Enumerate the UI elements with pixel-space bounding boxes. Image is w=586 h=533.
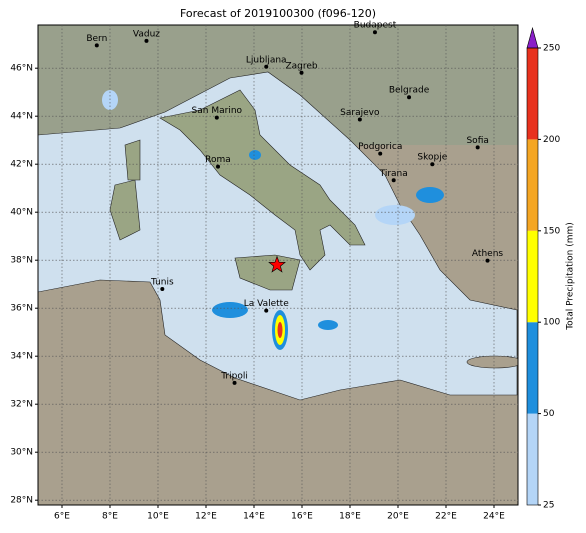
lon-tick-label: 14°E	[243, 512, 265, 522]
city-label: Zagreb	[285, 61, 317, 71]
city-dot	[264, 64, 269, 69]
city-dot	[160, 287, 165, 291]
city-label: Roma	[205, 155, 231, 165]
city-dot	[475, 145, 480, 150]
lat-tick-label: 38°N	[10, 256, 33, 266]
city-label: Skopje	[417, 153, 447, 163]
location-star	[268, 255, 286, 273]
city-dot	[232, 380, 237, 385]
city-label: Tripoli	[220, 371, 248, 381]
city-dot	[357, 117, 362, 122]
colorbar-tick-label: 150	[543, 226, 560, 236]
lon-tick-label: 18°E	[339, 512, 361, 522]
city-label: Sofia	[466, 136, 488, 146]
city-dot	[216, 164, 220, 169]
colorbar-extend	[526, 26, 539, 49]
lat-tick-label: 42°N	[10, 160, 33, 170]
lat-tick-label: 46°N	[10, 64, 33, 74]
city-label: Ljubljana	[246, 55, 287, 65]
lon-tick-label: 20°E	[387, 512, 409, 522]
city-dot	[94, 43, 99, 48]
city-label: Budapest	[354, 21, 397, 31]
city-label: Tirana	[379, 169, 408, 179]
colorbar-segment	[527, 139, 538, 231]
city-dot	[430, 162, 435, 167]
colorbar-segment	[527, 230, 538, 323]
city-dot	[391, 178, 396, 183]
map-frame	[37, 24, 519, 506]
colorbar-tick-label: 250	[543, 44, 560, 54]
lat-tick-label: 44°N	[10, 112, 33, 122]
lon-tick-label: 6°E	[54, 512, 70, 522]
city-label: Bern	[86, 34, 107, 44]
city-dot	[407, 95, 412, 100]
lon-tick-label: 12°E	[195, 512, 217, 522]
city-dot	[264, 308, 269, 313]
city-label: La Valette	[244, 299, 289, 309]
city-dot	[214, 115, 219, 120]
lon-tick-label: 22°E	[435, 512, 457, 522]
city-label: Belgrade	[389, 86, 430, 96]
colorbar-segment	[527, 413, 538, 505]
colorbar-tick-label: 50	[543, 409, 555, 419]
city-label: Tunis	[150, 278, 174, 288]
city-dot	[378, 151, 383, 156]
lat-tick-label: 36°N	[10, 304, 33, 314]
city-label: Athens	[472, 249, 503, 259]
title: Forecast of 2019100300 (f096-120)	[180, 7, 376, 20]
colorbar-label: Total Precipitation (mm)	[566, 222, 576, 331]
city-label: Vaduz	[133, 29, 160, 39]
lat-tick-label: 32°N	[10, 400, 33, 410]
map-background	[38, 25, 518, 505]
lat-tick-label: 30°N	[10, 448, 33, 458]
colorbar-segment	[527, 48, 538, 140]
colorbar-tick-label: 25	[543, 501, 554, 511]
colorbar-segment	[527, 322, 538, 414]
lat-tick-label: 28°N	[10, 496, 33, 506]
colorbar-tick-label: 200	[543, 135, 560, 145]
city-dot	[144, 38, 149, 43]
lat-tick-label: 40°N	[10, 208, 33, 218]
lon-tick-label: 8°E	[102, 512, 118, 522]
lon-tick-label: 10°E	[147, 512, 169, 522]
lon-tick-label: 16°E	[291, 512, 313, 522]
lat-tick-label: 34°N	[10, 352, 33, 362]
city-label: Sarajevo	[340, 108, 380, 118]
city-dot	[299, 70, 304, 75]
lon-tick-label: 24°E	[483, 512, 505, 522]
city-dot	[372, 30, 377, 35]
city-label: San Marino	[192, 106, 243, 116]
colorbar-tick-label: 100	[543, 318, 560, 328]
city-label: Podgorica	[358, 142, 402, 152]
colorbar-frame	[526, 47, 539, 506]
city-dot	[485, 258, 490, 263]
